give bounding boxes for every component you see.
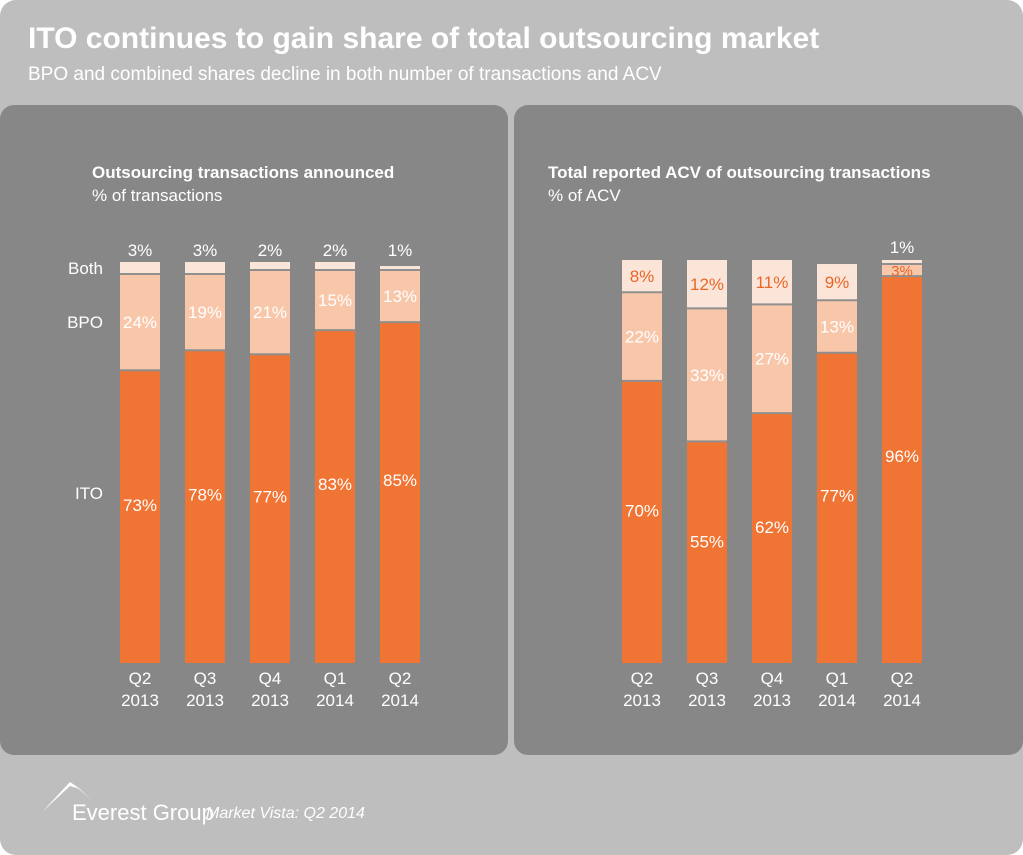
bpo-bar [315, 270, 355, 331]
bpo-data-label: 19% [188, 303, 222, 322]
chart-subtitle: % of ACV [548, 186, 621, 205]
both-data-label: 11% [756, 273, 789, 292]
x-tick-label: 2014 [381, 691, 419, 710]
bpo-bar [120, 274, 160, 371]
ito-data-label: 62% [755, 518, 789, 537]
ito-bar [882, 276, 922, 663]
ito-bar [315, 330, 355, 663]
x-tick-label: 2014 [818, 691, 856, 710]
bpo-data-label: 15% [318, 291, 352, 310]
ito-data-label: 77% [820, 487, 854, 506]
x-tick-label: Q2 [631, 669, 654, 688]
both-data-label: 2% [258, 241, 283, 260]
both-data-label: 12% [690, 275, 724, 294]
ito-data-label: 78% [188, 485, 222, 504]
bpo-data-label: 33% [690, 366, 724, 385]
ito-data-label: 77% [253, 487, 287, 506]
x-tick-label: 2013 [186, 691, 224, 710]
everest-peak-icon [42, 782, 92, 812]
x-tick-label: 2013 [251, 691, 289, 710]
bpo-data-label: 24% [123, 313, 157, 332]
both-data-label: 9% [825, 273, 850, 292]
ito-bar [120, 370, 160, 663]
bpo-data-label: 27% [755, 350, 789, 369]
everest-group-logo: Everest Group Market Vista: Q2 2014 [42, 782, 365, 825]
ito-bar [752, 413, 792, 663]
chart-title: Outsourcing transactions announced [92, 163, 394, 182]
x-tick-label: Q3 [194, 669, 217, 688]
x-tick-label: Q1 [826, 669, 849, 688]
bpo-bar [687, 308, 727, 442]
x-tick-label: 2013 [688, 691, 726, 710]
ito-bar [622, 380, 662, 663]
transactions-chart: Outsourcing transactions announced % of t… [67, 163, 420, 710]
x-tick-label: Q2 [129, 669, 152, 688]
both-bar [185, 262, 225, 275]
bpo-bar [250, 270, 290, 355]
both-data-label: 3% [193, 241, 218, 260]
ito-bar [185, 350, 225, 663]
both-bar [752, 260, 792, 305]
bpo-data-label: 21% [253, 303, 287, 322]
chart-subtitle: % of transactions [92, 186, 222, 205]
x-tick-label: 2013 [623, 691, 661, 710]
bpo-bar [622, 292, 662, 381]
acv-chart: Total reported ACV of outsourcing transa… [548, 163, 931, 710]
ito-bar [687, 441, 727, 663]
bpo-bar [752, 304, 792, 414]
bpo-data-label: 3% [891, 263, 913, 280]
footer-tagline: Market Vista: Q2 2014 [206, 805, 365, 822]
both-bar [622, 260, 662, 293]
x-tick-label: Q2 [891, 669, 914, 688]
footer-brand: Everest Group [72, 800, 214, 825]
both-bar [882, 260, 922, 265]
both-bar [250, 262, 290, 271]
transactions-chart-panel: Outsourcing transactions announced % of t… [0, 105, 508, 755]
legend-label-ito: ITO [75, 484, 103, 503]
ito-data-label: 73% [123, 496, 157, 515]
bpo-bar [817, 300, 857, 353]
both-bar [380, 266, 420, 271]
both-data-label: 3% [128, 241, 153, 260]
bpo-bar [380, 270, 420, 323]
both-data-label: 1% [388, 241, 413, 260]
ito-data-label: 96% [885, 447, 919, 466]
chart-title: Total reported ACV of outsourcing transa… [548, 163, 931, 182]
ito-data-label: 70% [625, 501, 659, 520]
x-tick-label: 2014 [316, 691, 354, 710]
both-bar [817, 264, 857, 301]
ito-bar [380, 322, 420, 663]
legend-label-both: Both [68, 259, 103, 278]
ito-bar [817, 352, 857, 663]
ito-bar [250, 354, 290, 663]
x-tick-label: Q4 [761, 669, 784, 688]
x-tick-label: Q3 [696, 669, 719, 688]
both-data-label: 1% [890, 238, 915, 257]
ito-data-label: 83% [318, 475, 352, 494]
page-subtitle: BPO and combined shares decline in both … [28, 64, 662, 85]
acv-chart-panel: Total reported ACV of outsourcing transa… [514, 105, 1023, 755]
both-bar [315, 262, 355, 271]
x-tick-label: Q4 [259, 669, 282, 688]
page-title: ITO continues to gain share of total out… [28, 22, 820, 55]
bpo-data-label: 13% [820, 317, 854, 336]
both-data-label: 8% [630, 267, 655, 286]
both-bar [120, 262, 160, 275]
ito-data-label: 55% [690, 533, 724, 552]
x-tick-label: 2013 [753, 691, 791, 710]
x-tick-label: 2013 [121, 691, 159, 710]
bpo-data-label: 13% [383, 287, 417, 306]
x-tick-label: 2014 [883, 691, 921, 710]
both-data-label: 2% [323, 241, 348, 260]
x-tick-label: Q2 [389, 669, 412, 688]
bpo-bar [882, 264, 922, 277]
bpo-bar [185, 274, 225, 351]
both-bar [687, 260, 727, 309]
bpo-data-label: 22% [625, 328, 659, 347]
legend-label-bpo: BPO [67, 313, 103, 332]
ito-data-label: 85% [383, 471, 417, 490]
x-tick-label: Q1 [324, 669, 347, 688]
